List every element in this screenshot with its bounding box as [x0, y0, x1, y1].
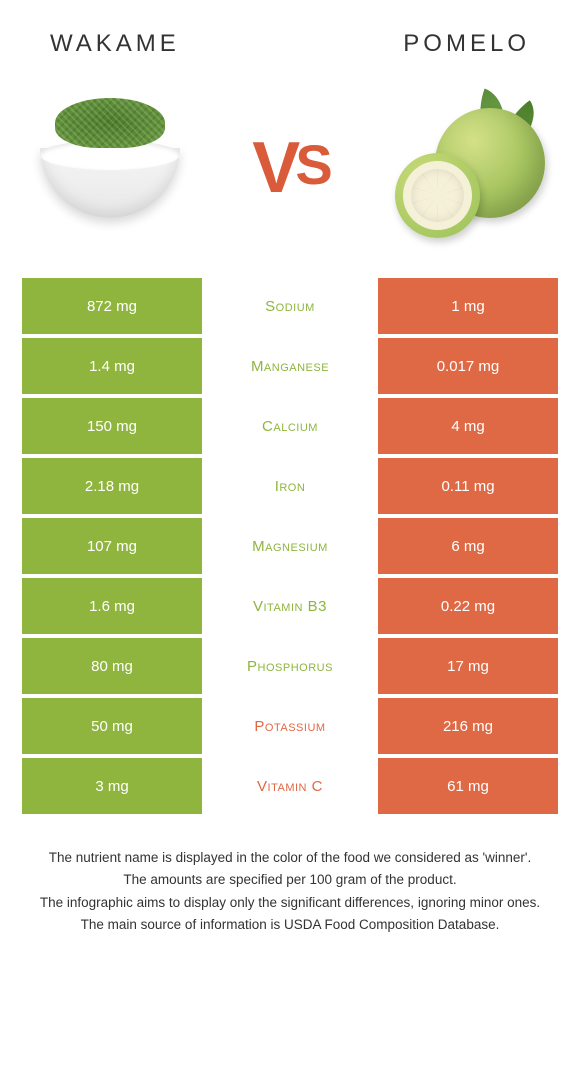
left-value-cell: 1.4 mg	[22, 338, 202, 394]
footnote-line: The amounts are specified per 100 gram o…	[15, 870, 565, 890]
footnote-line: The infographic aims to display only the…	[15, 893, 565, 913]
table-row: 872 mgSodium1 mg	[22, 278, 558, 334]
nutrient-name-cell: Vitamin B3	[202, 578, 378, 634]
nutrient-name-cell: Sodium	[202, 278, 378, 334]
right-value-cell: 0.11 mg	[378, 458, 558, 514]
footnotes: The nutrient name is displayed in the co…	[0, 818, 580, 957]
right-value-cell: 0.017 mg	[378, 338, 558, 394]
right-value-cell: 17 mg	[378, 638, 558, 694]
right-value-cell: 6 mg	[378, 518, 558, 574]
infographic-container: Wakame Pomelo VS 872 mgSodium1 mg1.4 mgM…	[0, 0, 580, 1084]
left-value-cell: 1.6 mg	[22, 578, 202, 634]
left-value-cell: 107 mg	[22, 518, 202, 574]
right-value-cell: 61 mg	[378, 758, 558, 814]
nutrient-name-cell: Manganese	[202, 338, 378, 394]
food-title-left: Wakame	[50, 30, 180, 58]
right-value-cell: 216 mg	[378, 698, 558, 754]
images-row: VS	[0, 78, 580, 278]
right-value-cell: 1 mg	[378, 278, 558, 334]
left-value-cell: 80 mg	[22, 638, 202, 694]
left-value-cell: 50 mg	[22, 698, 202, 754]
left-value-cell: 2.18 mg	[22, 458, 202, 514]
nutrient-name-cell: Iron	[202, 458, 378, 514]
table-row: 2.18 mgIron0.11 mg	[22, 458, 558, 514]
nutrient-name-cell: Phosphorus	[202, 638, 378, 694]
vs-badge: VS	[252, 127, 327, 209]
comparison-table: 872 mgSodium1 mg1.4 mgManganese0.017 mg1…	[0, 278, 580, 814]
right-value-cell: 0.22 mg	[378, 578, 558, 634]
table-row: 80 mgPhosphorus17 mg	[22, 638, 558, 694]
footnote-line: The main source of information is USDA F…	[15, 915, 565, 935]
nutrient-name-cell: Vitamin C	[202, 758, 378, 814]
pomelo-image	[390, 88, 550, 248]
footnote-line: The nutrient name is displayed in the co…	[15, 848, 565, 868]
table-row: 150 mgCalcium4 mg	[22, 398, 558, 454]
left-value-cell: 150 mg	[22, 398, 202, 454]
food-title-right: Pomelo	[403, 30, 530, 58]
left-value-cell: 872 mg	[22, 278, 202, 334]
table-row: 1.6 mgVitamin B30.22 mg	[22, 578, 558, 634]
nutrient-name-cell: Calcium	[202, 398, 378, 454]
table-row: 3 mgVitamin C61 mg	[22, 758, 558, 814]
table-row: 1.4 mgManganese0.017 mg	[22, 338, 558, 394]
nutrient-name-cell: Magnesium	[202, 518, 378, 574]
header-row: Wakame Pomelo	[0, 0, 580, 78]
right-value-cell: 4 mg	[378, 398, 558, 454]
table-row: 50 mgPotassium216 mg	[22, 698, 558, 754]
wakame-image	[30, 88, 190, 248]
table-row: 107 mgMagnesium6 mg	[22, 518, 558, 574]
left-value-cell: 3 mg	[22, 758, 202, 814]
nutrient-name-cell: Potassium	[202, 698, 378, 754]
